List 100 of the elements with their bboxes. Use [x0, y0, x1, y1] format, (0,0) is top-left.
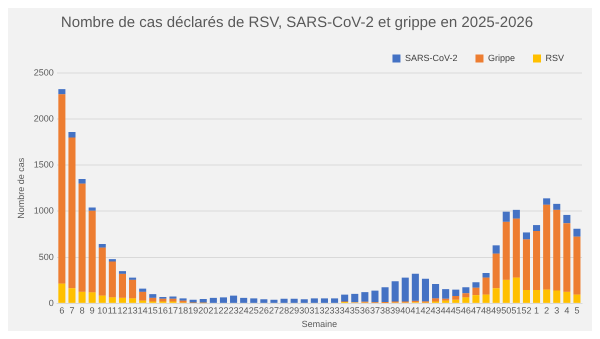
x-axis-title: Semaine — [302, 319, 338, 330]
bar — [78, 292, 86, 303]
bar — [543, 204, 550, 290]
bar — [553, 210, 560, 290]
x-tick-label: 11 — [108, 305, 118, 316]
x-tick-label: 28 — [279, 305, 290, 316]
x-tick-label: 23 — [228, 305, 239, 316]
x-tick-label: 49 — [491, 305, 502, 316]
x-tick-label: 38 — [380, 305, 390, 316]
x-tick-label: 42 — [420, 305, 430, 316]
bar — [139, 292, 146, 301]
x-tick-label: 33 — [330, 305, 340, 316]
bar — [361, 292, 368, 302]
x-tick-label: 20 — [198, 305, 208, 316]
y-axis-title: Nombre de cas — [16, 157, 26, 219]
bar — [482, 272, 490, 278]
x-tick-label: 37 — [370, 305, 380, 316]
x-tick-label: 30 — [299, 305, 310, 316]
bar — [78, 178, 86, 184]
x-tick-label: 10 — [97, 305, 108, 316]
bar — [149, 298, 156, 302]
bar — [442, 289, 450, 299]
bar — [118, 274, 126, 298]
bar — [270, 300, 278, 303]
bar — [341, 294, 348, 302]
bar — [129, 298, 136, 303]
bar — [563, 223, 570, 292]
x-tick-label: 16 — [158, 305, 168, 316]
bar — [512, 218, 520, 278]
bar — [553, 204, 560, 210]
bar — [230, 296, 238, 303]
bar — [169, 298, 176, 302]
x-tick-label: 24 — [238, 305, 249, 316]
bar — [522, 232, 530, 240]
bar — [88, 292, 96, 303]
y-tick-label: 2500 — [34, 67, 54, 78]
bar — [88, 210, 96, 292]
bar — [422, 278, 429, 302]
bar — [98, 296, 106, 303]
x-tick-label: 26 — [258, 305, 269, 316]
x-tick-label: 36 — [360, 305, 370, 316]
bar — [492, 245, 500, 254]
y-tick-label: 500 — [38, 252, 54, 262]
bar — [98, 248, 106, 296]
bar — [58, 94, 66, 284]
x-tick-label: 14 — [138, 305, 148, 316]
bar — [492, 288, 500, 303]
bar — [320, 298, 328, 303]
bar — [392, 281, 399, 302]
bar — [482, 294, 490, 303]
x-tick-label: 6 — [59, 305, 64, 316]
x-tick-label: 9 — [90, 305, 95, 316]
x-tick-label: 18 — [178, 305, 188, 316]
x-tick-label: 27 — [268, 305, 279, 316]
bar — [432, 298, 440, 302]
x-tick-label: 47 — [470, 305, 481, 316]
bar — [472, 295, 480, 303]
bar — [88, 208, 96, 211]
x-tick-label: 29 — [289, 305, 300, 316]
bar — [68, 288, 76, 303]
bar — [522, 290, 530, 303]
x-tick-label: 52 — [521, 305, 532, 316]
bar — [533, 225, 540, 232]
bar — [452, 300, 460, 303]
bar — [280, 298, 288, 303]
bar — [300, 299, 308, 303]
x-tick-label: 12 — [117, 305, 128, 316]
x-tick-label: 22 — [218, 305, 228, 316]
bar — [452, 290, 460, 296]
bar — [573, 228, 580, 237]
bar — [472, 288, 480, 296]
bar — [402, 278, 409, 302]
bar — [169, 296, 176, 299]
bar — [533, 231, 540, 290]
bar — [310, 298, 318, 303]
legend-label: Grippe — [488, 52, 515, 63]
bar — [200, 298, 207, 303]
x-tick-label: 48 — [481, 305, 492, 316]
y-tick-label: 0 — [48, 298, 54, 308]
y-tick-label: 1500 — [34, 160, 54, 170]
x-tick-label: 25 — [248, 305, 259, 316]
legend-label: RSV — [545, 52, 564, 63]
bar — [502, 222, 510, 280]
bar — [260, 299, 268, 303]
bar — [502, 280, 510, 303]
bar — [522, 239, 530, 290]
bar — [129, 280, 136, 298]
bar — [462, 297, 470, 303]
x-tick-label: 31 — [309, 305, 320, 316]
bar — [502, 212, 510, 222]
bar — [371, 290, 378, 302]
x-tick-label: 19 — [188, 305, 198, 316]
x-tick-label: 32 — [319, 305, 330, 316]
bar — [98, 244, 106, 248]
x-tick-label: 4 — [564, 305, 570, 316]
bar — [159, 298, 166, 302]
bar — [563, 214, 570, 224]
bar — [472, 282, 480, 288]
x-tick-label: 2 — [544, 305, 550, 316]
x-tick-label: 40 — [400, 305, 410, 316]
